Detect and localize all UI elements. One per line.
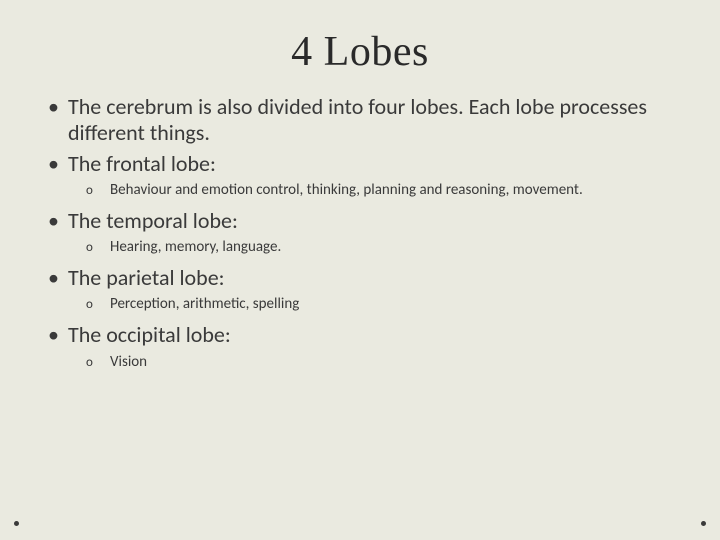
decoration-dot-bottom-left <box>14 521 19 526</box>
slide-title: 4 Lobes <box>30 28 690 76</box>
bullet-occipital-desc: Vision <box>86 353 690 372</box>
bullet-intro: The cerebrum is also divided into four l… <box>48 94 690 147</box>
decoration-dot-bottom-right <box>701 521 706 526</box>
bullet-occipital: The occipital lobe: <box>48 322 690 348</box>
bullet-temporal: The temporal lobe: <box>48 208 690 234</box>
bullet-frontal-desc: Behaviour and emotion control, thinking,… <box>86 181 690 200</box>
bullet-parietal-desc: Perception, arithmetic, spelling <box>86 295 690 314</box>
bullet-temporal-desc: Hearing, memory, language. <box>86 238 690 257</box>
slide: 4 Lobes The cerebrum is also divided int… <box>0 0 720 399</box>
bullet-frontal: The frontal lobe: <box>48 151 690 177</box>
bullet-parietal: The parietal lobe: <box>48 265 690 291</box>
